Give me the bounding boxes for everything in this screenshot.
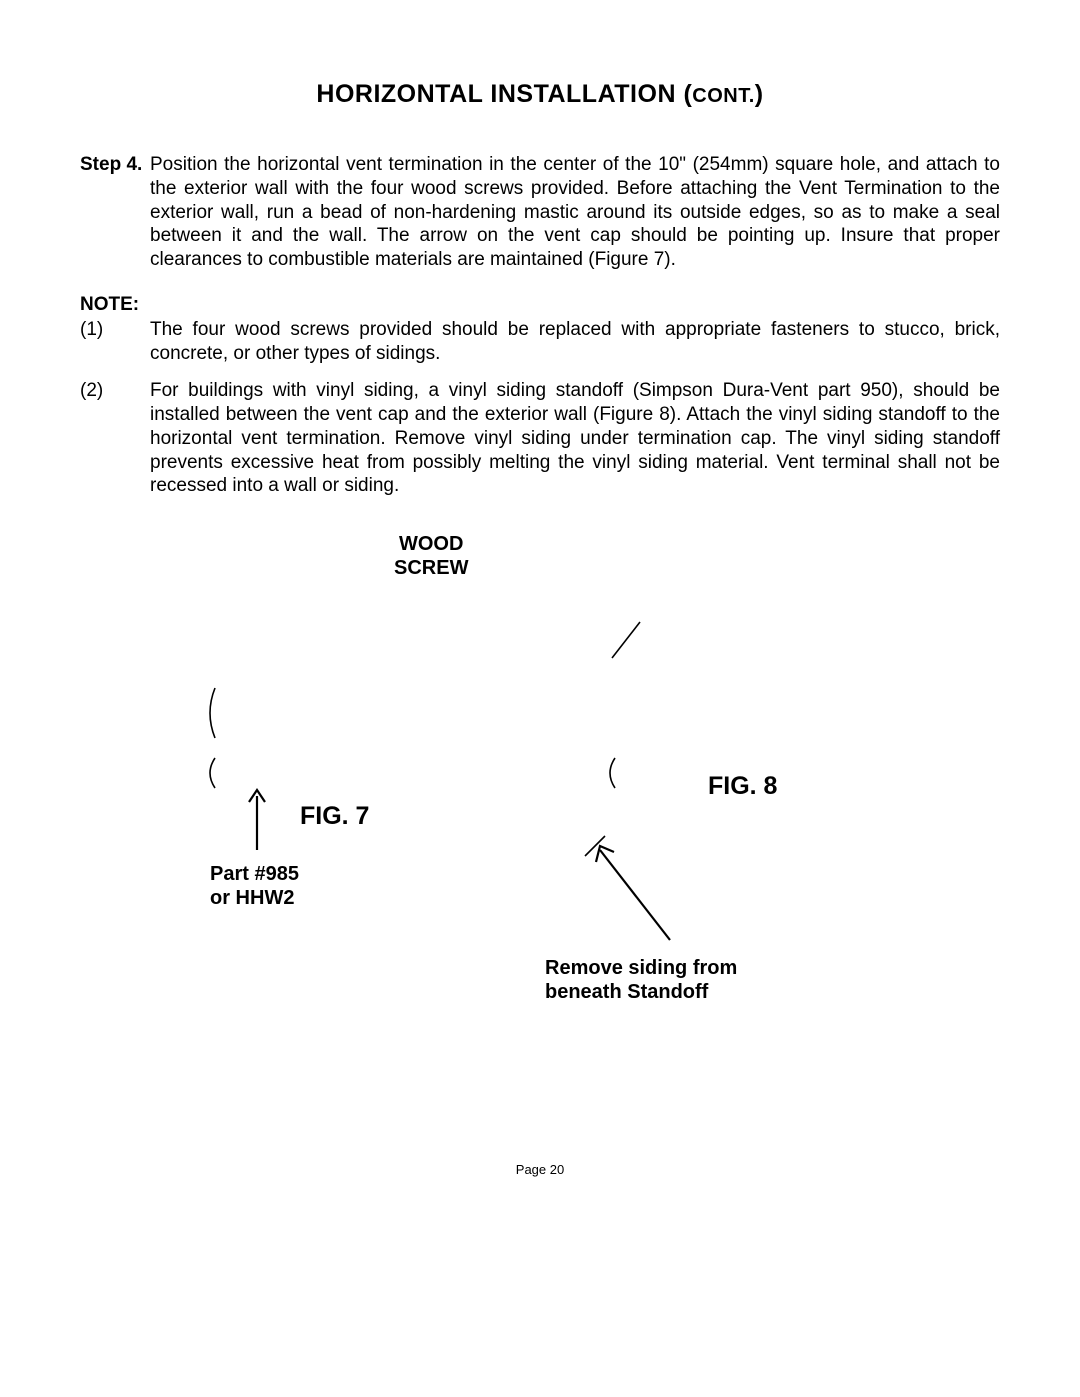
page: HORIZONTAL INSTALLATION (CONT.) Step 4. … — [0, 0, 1080, 1397]
note-2-text: For buildings with vinyl siding, a vinyl… — [150, 379, 1000, 498]
fig7-curve-lower — [205, 758, 225, 788]
fig8-slash-upper — [612, 622, 642, 660]
note-heading: NOTE: — [80, 294, 1000, 316]
page-number: Page 20 — [0, 1162, 1080, 1177]
page-title: HORIZONTAL INSTALLATION (CONT.) — [80, 80, 1000, 109]
part-label: Part #985 or HHW2 — [210, 862, 299, 910]
fig8-arrow — [590, 840, 680, 950]
fig7-label: FIG. 7 — [300, 802, 369, 831]
note-1: (1) The four wood screws provided should… — [80, 318, 1000, 366]
figures-area: WOOD SCREW FIG. 7 Part #985 or HHW2 FIG.… — [0, 520, 1080, 1040]
fig7-curve-upper — [205, 688, 225, 738]
fig7-arrow-up — [247, 788, 267, 852]
remove-siding-label: Remove siding from beneath Standoff — [545, 956, 737, 1004]
step-text: Position the horizontal vent termination… — [150, 153, 1000, 272]
fig8-curve — [605, 758, 625, 788]
note-1-num: (1) — [80, 318, 150, 366]
title-main: HORIZONTAL INSTALLATION ( — [316, 80, 692, 108]
step-4: Step 4. Position the horizontal vent ter… — [80, 153, 1000, 272]
wood-screw-label: WOOD SCREW — [394, 532, 468, 580]
note-2: (2) For buildings with vinyl siding, a v… — [80, 379, 1000, 498]
note-1-text: The four wood screws provided should be … — [150, 318, 1000, 366]
fig8-label: FIG. 8 — [708, 772, 777, 801]
step-label: Step 4. — [80, 153, 150, 272]
note-2-num: (2) — [80, 379, 150, 498]
title-close: ) — [755, 80, 764, 108]
title-cont: CONT. — [692, 85, 755, 107]
